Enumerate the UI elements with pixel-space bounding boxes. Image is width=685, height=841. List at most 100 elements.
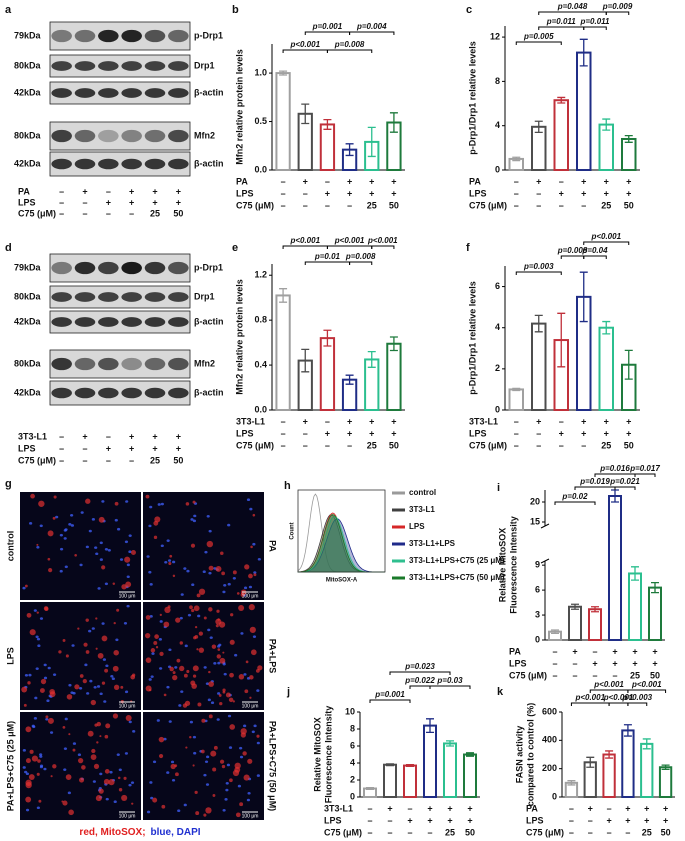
nucleus xyxy=(187,613,192,617)
micrograph-label: LPS xyxy=(5,647,15,665)
treatment-cell: + xyxy=(626,428,631,438)
p-value: p=0.003 xyxy=(622,693,653,702)
treatment-cell: + xyxy=(632,646,637,656)
p-value: p<0.001 xyxy=(631,680,662,689)
mitosox-spot xyxy=(101,635,108,642)
blot-band xyxy=(168,129,189,143)
mitosox-spot xyxy=(208,565,214,571)
mitosox-spot xyxy=(37,759,41,763)
mitosox-spot xyxy=(201,718,206,723)
treatment-cell: – xyxy=(59,186,64,196)
mitosox-spot xyxy=(221,571,226,576)
treatment-cell: + xyxy=(152,431,157,441)
mitosox-spot xyxy=(85,498,91,504)
blot-band xyxy=(98,357,119,371)
nucleus xyxy=(126,604,130,608)
mitosox-spot xyxy=(253,573,257,577)
treatment-cell: 50 xyxy=(465,827,475,837)
p-value: p=0.009 xyxy=(602,2,633,11)
nucleus xyxy=(256,741,260,745)
treatment-cell: + xyxy=(391,176,396,186)
bar xyxy=(621,137,637,172)
treatment-cell: – xyxy=(514,188,519,198)
treatment-label: C75 (μM) xyxy=(18,455,56,465)
nucleus xyxy=(124,690,129,694)
mitosox-spot xyxy=(189,735,192,739)
mitosox-spot xyxy=(240,728,247,735)
treatment-cell: – xyxy=(303,200,308,210)
bracket xyxy=(574,486,616,490)
treatment-cell: + xyxy=(652,646,657,656)
micrograph-label: PA+LPS+C75 (25 μM) xyxy=(5,721,15,811)
mitosox-spot xyxy=(38,500,45,507)
error-bar xyxy=(534,314,543,333)
micrograph-label: PA xyxy=(268,540,278,552)
nucleus xyxy=(190,518,194,521)
mitosox-spot xyxy=(192,665,199,672)
nucleus xyxy=(224,798,228,801)
treatment-cell: – xyxy=(536,188,541,198)
mitosox-spot xyxy=(169,666,174,672)
treatment-cell: – xyxy=(387,815,392,825)
mitosox-spot xyxy=(172,574,176,578)
mitosox-spot xyxy=(120,685,124,689)
blot-band xyxy=(51,317,72,327)
treatment-cell: 25 xyxy=(601,440,611,450)
mitosox-spot xyxy=(36,543,39,546)
nucleus xyxy=(202,570,206,574)
bracket xyxy=(570,702,610,706)
panel-letter: f xyxy=(466,242,470,254)
nucleus xyxy=(70,513,74,517)
error-bar xyxy=(534,120,543,133)
mitosox-spot xyxy=(172,674,178,681)
error-bar xyxy=(512,156,521,162)
nucleus xyxy=(216,718,220,721)
mitosox-spot xyxy=(247,758,253,764)
treatment-label: LPS xyxy=(236,428,254,438)
mitosox-spot xyxy=(50,775,53,778)
treatment-label: C75 (μM) xyxy=(236,200,274,210)
kda-label: 42kDa xyxy=(14,316,42,326)
error-bar xyxy=(323,329,332,347)
nucleus xyxy=(109,770,113,774)
mitosox-spot xyxy=(229,724,236,730)
nucleus xyxy=(223,584,227,587)
treatment-cell: – xyxy=(82,455,87,465)
bracket xyxy=(304,261,351,265)
y-tick-label: 0.8 xyxy=(254,315,267,325)
nucleus xyxy=(237,784,241,788)
nucleus xyxy=(253,571,257,574)
blot-band xyxy=(98,292,119,302)
mitosox-spot xyxy=(124,556,131,563)
kda-label: 80kDa xyxy=(14,291,42,301)
mitosox-spot xyxy=(198,588,206,595)
mitosox-spot xyxy=(85,618,89,622)
bar xyxy=(319,123,336,171)
mitosox-spot xyxy=(257,665,263,671)
treatment-cell: – xyxy=(559,416,564,426)
mitosox-spot xyxy=(228,697,234,703)
mitosox-spot xyxy=(68,733,71,736)
nucleus xyxy=(247,791,251,795)
bracket xyxy=(326,245,373,249)
error-bar xyxy=(651,581,659,594)
mitosox-spot xyxy=(105,723,111,729)
nucleus xyxy=(178,704,182,707)
p-value: p<0.001 xyxy=(289,40,320,49)
treatment-cell: + xyxy=(606,815,611,825)
treatment-cell: – xyxy=(588,827,593,837)
legend-label: LPS xyxy=(409,522,425,531)
treatment-cell: – xyxy=(581,200,586,210)
treatment-cell: + xyxy=(559,188,564,198)
mitosox-spot xyxy=(220,551,224,555)
nucleus xyxy=(172,560,176,564)
treatment-cell: – xyxy=(325,200,330,210)
kda-label: 80kDa xyxy=(14,130,42,140)
mitosox-spot xyxy=(112,713,119,719)
treatment-cell: + xyxy=(407,815,412,825)
nucleus xyxy=(78,686,83,690)
mitosox-spot xyxy=(198,647,205,653)
nucleus xyxy=(35,667,39,670)
nucleus xyxy=(239,746,243,750)
treatment-cell: + xyxy=(604,428,609,438)
